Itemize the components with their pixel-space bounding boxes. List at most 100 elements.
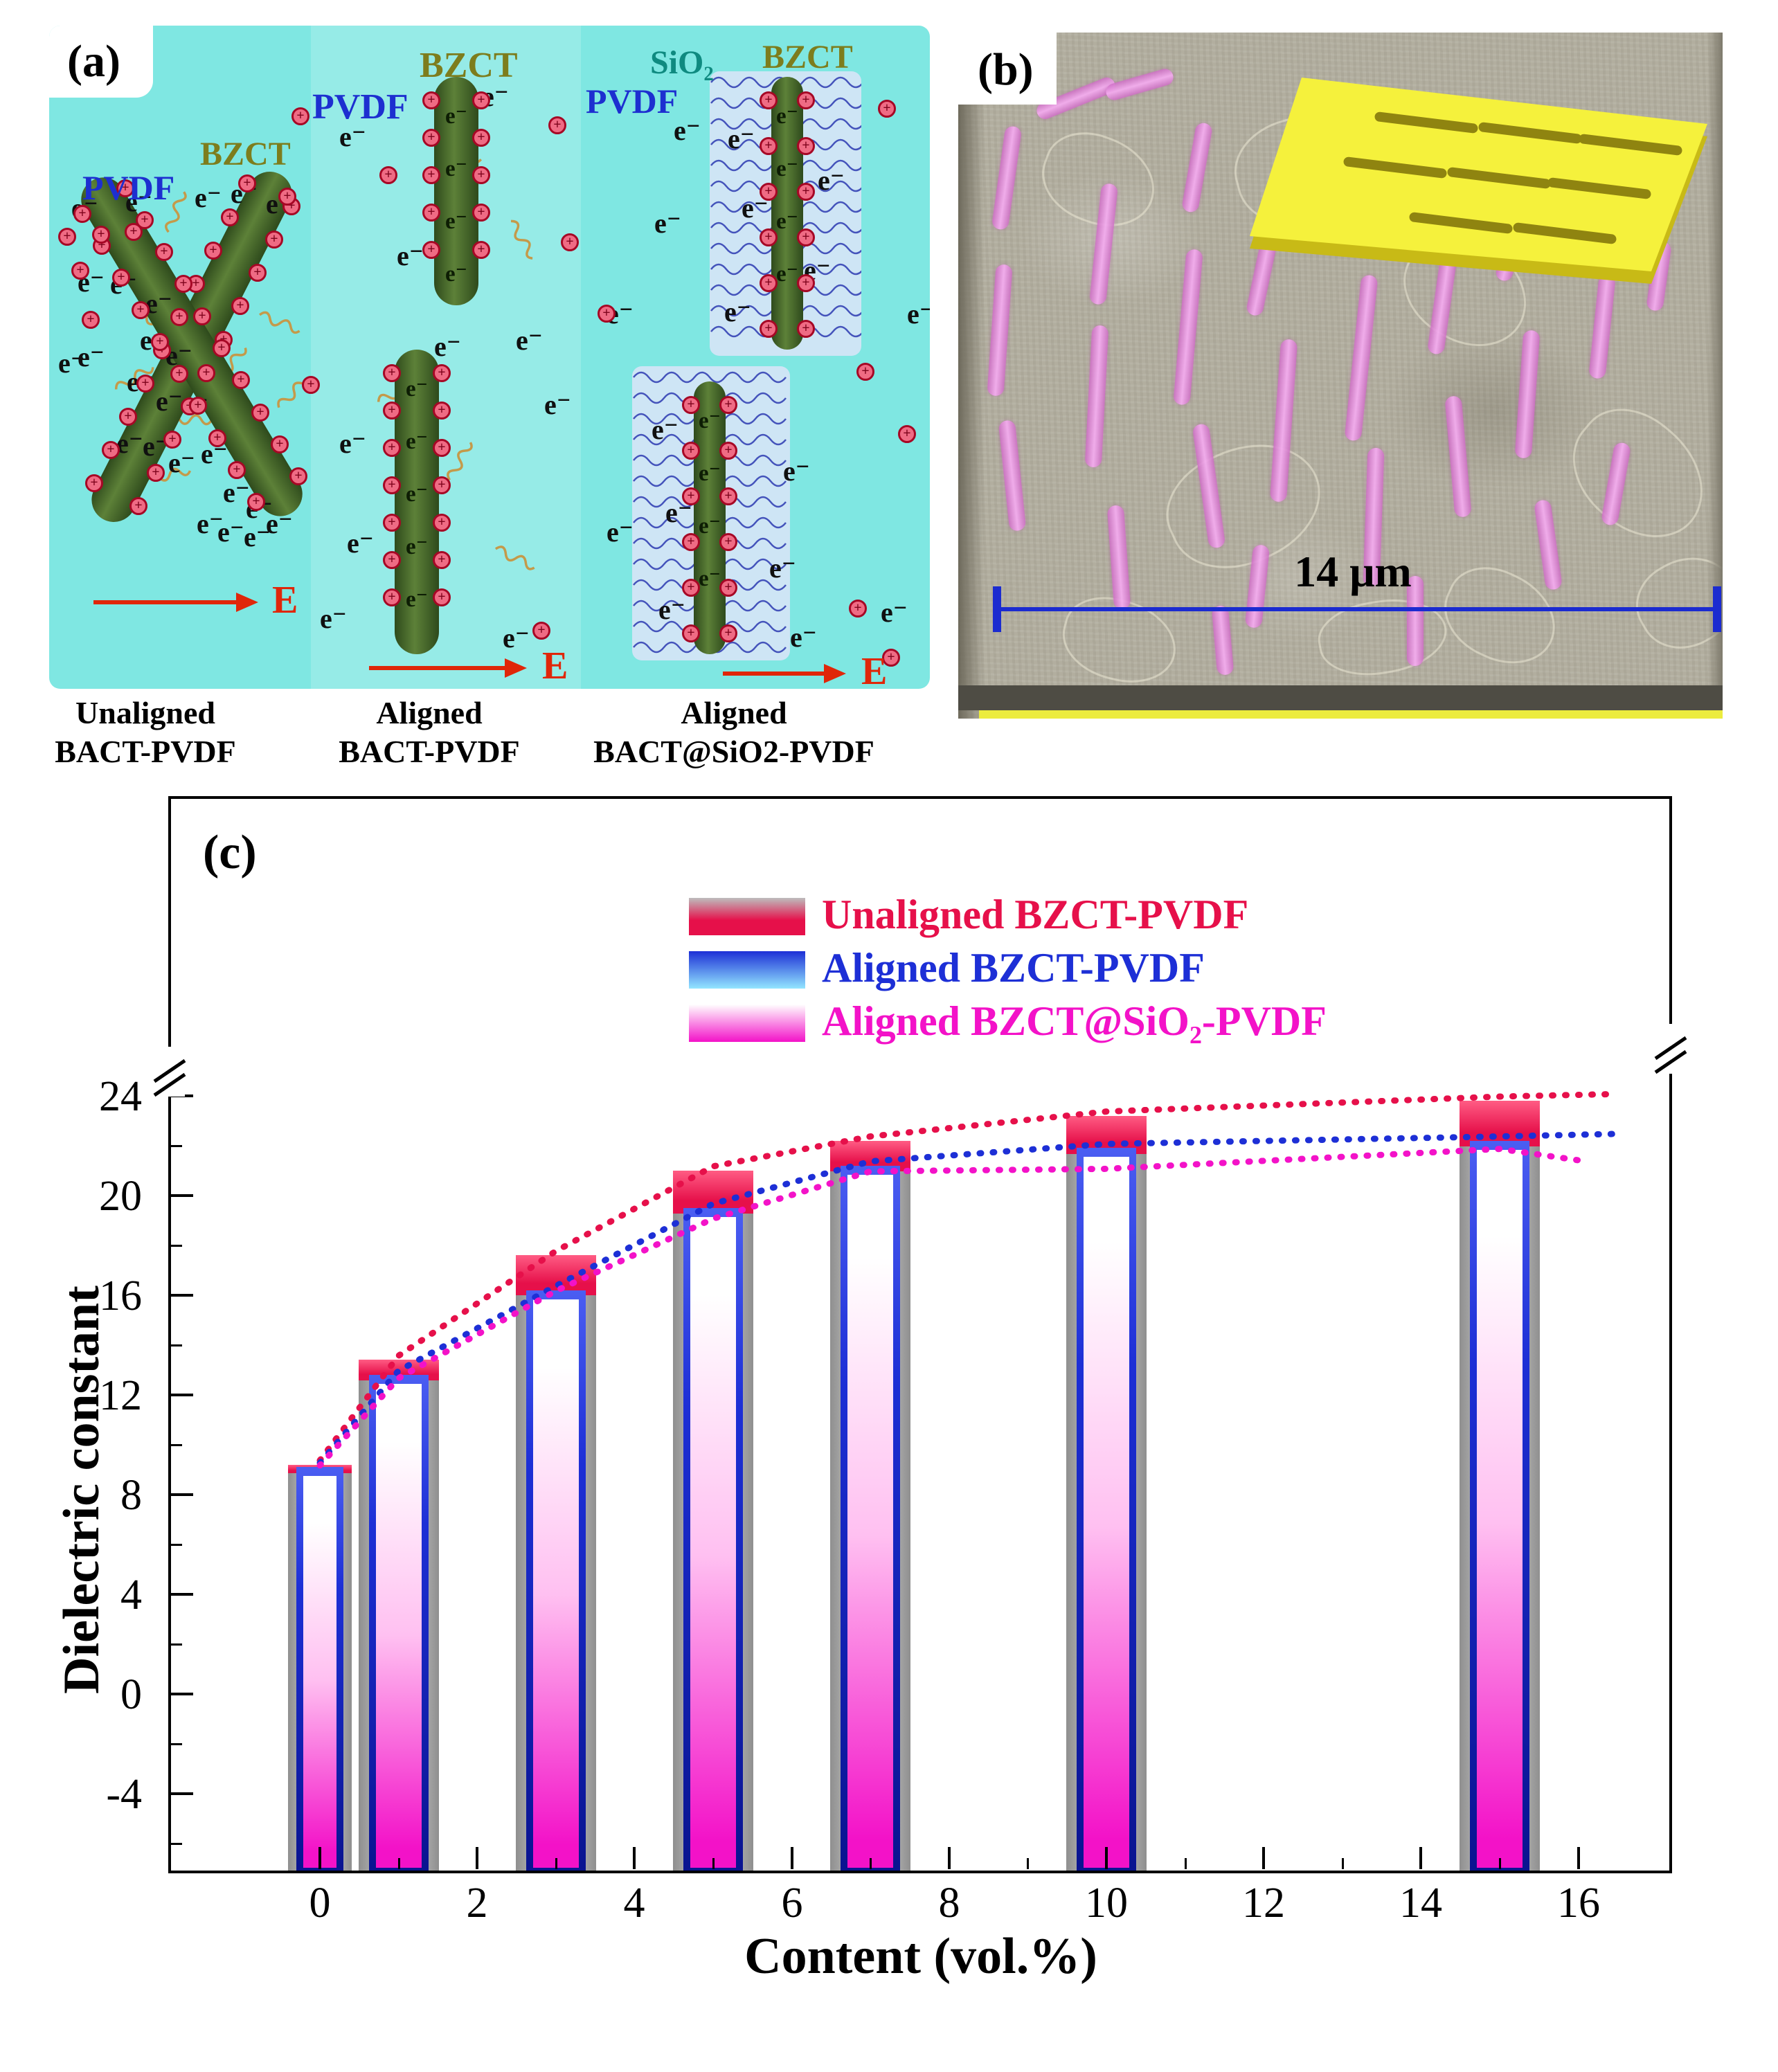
- bzct-rod: [694, 381, 726, 654]
- x-tick-label: 12: [1242, 1880, 1285, 1927]
- electron-label: e⁻: [724, 296, 751, 327]
- charge-plus-icon: +: [682, 624, 700, 642]
- charge-plus-icon: +: [383, 588, 401, 606]
- pvdf-label-left: PVDF: [82, 168, 175, 207]
- charge-plus-icon: +: [174, 275, 192, 293]
- e-field-symbol-left: E: [272, 579, 298, 622]
- charge-plus-icon: +: [719, 579, 737, 597]
- charge-plus-icon: +: [797, 137, 815, 155]
- bar-aligned: [1470, 1141, 1529, 1871]
- charge-plus-icon: +: [598, 305, 616, 323]
- scale-bar-label: 14 μm: [1294, 547, 1412, 596]
- pvdf-chain-icon: [510, 219, 533, 260]
- charge-plus-icon: +: [422, 204, 440, 222]
- panel-a-label-box: [49, 26, 153, 98]
- x-tick: [791, 1847, 793, 1869]
- electron-label: e⁻: [434, 331, 461, 362]
- x-tick: [476, 1847, 478, 1869]
- bzct-fiber: [1106, 505, 1131, 610]
- charge-plus-icon: +: [760, 183, 778, 201]
- charge-plus-icon: +: [433, 402, 451, 420]
- bzct-fiber: [987, 264, 1013, 397]
- bar-red-cap: [516, 1255, 596, 1295]
- electron-on-rod-label: e⁻: [698, 461, 721, 486]
- y-tick: [171, 1094, 193, 1097]
- legend-label-unaligned: Unaligned BZCT-PVDF: [822, 892, 1249, 937]
- charge-plus-icon: +: [112, 269, 130, 287]
- electron-on-rod-label: e⁻: [698, 566, 721, 591]
- sem-right-edge: [1707, 33, 1723, 719]
- charge-plus-icon: +: [422, 91, 440, 109]
- charge-plus-icon: +: [379, 166, 397, 184]
- electron-label: e⁻: [516, 325, 543, 356]
- charge-plus-icon: +: [433, 439, 451, 457]
- charge-plus-icon: +: [125, 223, 143, 241]
- charge-plus-icon: +: [682, 579, 700, 597]
- charge-plus-icon: +: [472, 129, 490, 147]
- bzct-label-left: BZCT: [200, 136, 291, 172]
- e-field-symbol-right: E: [861, 650, 888, 689]
- electron-label: e⁻: [544, 389, 571, 420]
- bar-inner-gradient: [1477, 1150, 1523, 1868]
- pvdf-chain: [162, 188, 189, 235]
- charge-plus-icon: +: [102, 441, 120, 459]
- caption-line: BACT-PVDF: [55, 734, 236, 769]
- charge-plus-icon: +: [170, 308, 188, 326]
- e-field-arrow-right: [723, 672, 825, 676]
- y-tick-label: 16: [99, 1272, 142, 1319]
- charge-plus-icon: +: [472, 166, 490, 184]
- electron-on-rod-label: e⁻: [405, 587, 429, 612]
- electron-label: e⁻: [244, 521, 271, 552]
- electron-label: e⁻: [339, 428, 366, 459]
- charge-plus-icon: +: [249, 264, 267, 282]
- pvdf-chain: [444, 438, 476, 485]
- y-minor-tick: [171, 1344, 182, 1346]
- charge-plus-icon: +: [422, 166, 440, 184]
- electron-label: e⁻: [783, 456, 810, 487]
- electron-label: e⁻: [728, 123, 755, 154]
- charge-plus-icon: +: [163, 431, 181, 449]
- charge-plus-icon: +: [532, 622, 550, 640]
- bzct-fiber: [1211, 605, 1234, 676]
- charge-plus-icon: +: [856, 363, 874, 381]
- electron-on-rod-label: e⁻: [445, 104, 468, 129]
- electron-on-rod-label: e⁻: [698, 514, 721, 539]
- electron-label: e⁻: [217, 516, 244, 548]
- electron-on-rod-label: e⁻: [775, 104, 799, 129]
- charge-plus-icon: +: [433, 514, 451, 532]
- e-field-arrow-left: [93, 600, 237, 604]
- electron-label: e⁻: [168, 447, 195, 478]
- charge-plus-icon: +: [71, 262, 89, 280]
- electron-label: e⁻: [658, 594, 685, 625]
- sem-cell-outline: [1313, 589, 1453, 685]
- charge-plus-icon: +: [682, 487, 700, 505]
- electron-label: e⁻: [347, 528, 374, 559]
- pvdf-chain: [505, 217, 539, 262]
- bar-inner-gradient: [376, 1384, 422, 1868]
- charge-plus-icon: +: [760, 274, 778, 292]
- charge-plus-icon: +: [719, 487, 737, 505]
- sem-bottom-yellow-strip: [979, 710, 1723, 719]
- bzct-label-mid: BZCT: [420, 46, 518, 85]
- electron-label: e⁻: [197, 508, 224, 539]
- legend-swatch-unaligned: [689, 898, 805, 935]
- pvdf-chain-icon: [164, 191, 187, 233]
- charge-plus-icon: +: [204, 242, 222, 260]
- bzct-fiber: [1534, 498, 1563, 591]
- charge-plus-icon: +: [213, 339, 231, 357]
- electron-label: e⁻: [818, 165, 845, 196]
- electron-label: e⁻: [195, 182, 222, 213]
- x-minor-tick: [870, 1858, 872, 1869]
- bar-red-cap: [673, 1171, 753, 1214]
- bzct-fiber: [1407, 576, 1424, 666]
- sem-bottom-band: [958, 685, 1723, 710]
- bzct-fiber: [1180, 121, 1214, 214]
- y-minor-tick: [171, 1843, 182, 1845]
- electron-on-rod-label: e⁻: [698, 408, 721, 433]
- charge-plus-icon: +: [155, 243, 173, 261]
- charge-plus-icon: +: [383, 476, 401, 494]
- e-field-arrowhead-left: [236, 593, 258, 612]
- charge-plus-icon: +: [882, 649, 900, 667]
- charge-plus-icon: +: [58, 228, 76, 246]
- bar-aligned: [1077, 1148, 1136, 1871]
